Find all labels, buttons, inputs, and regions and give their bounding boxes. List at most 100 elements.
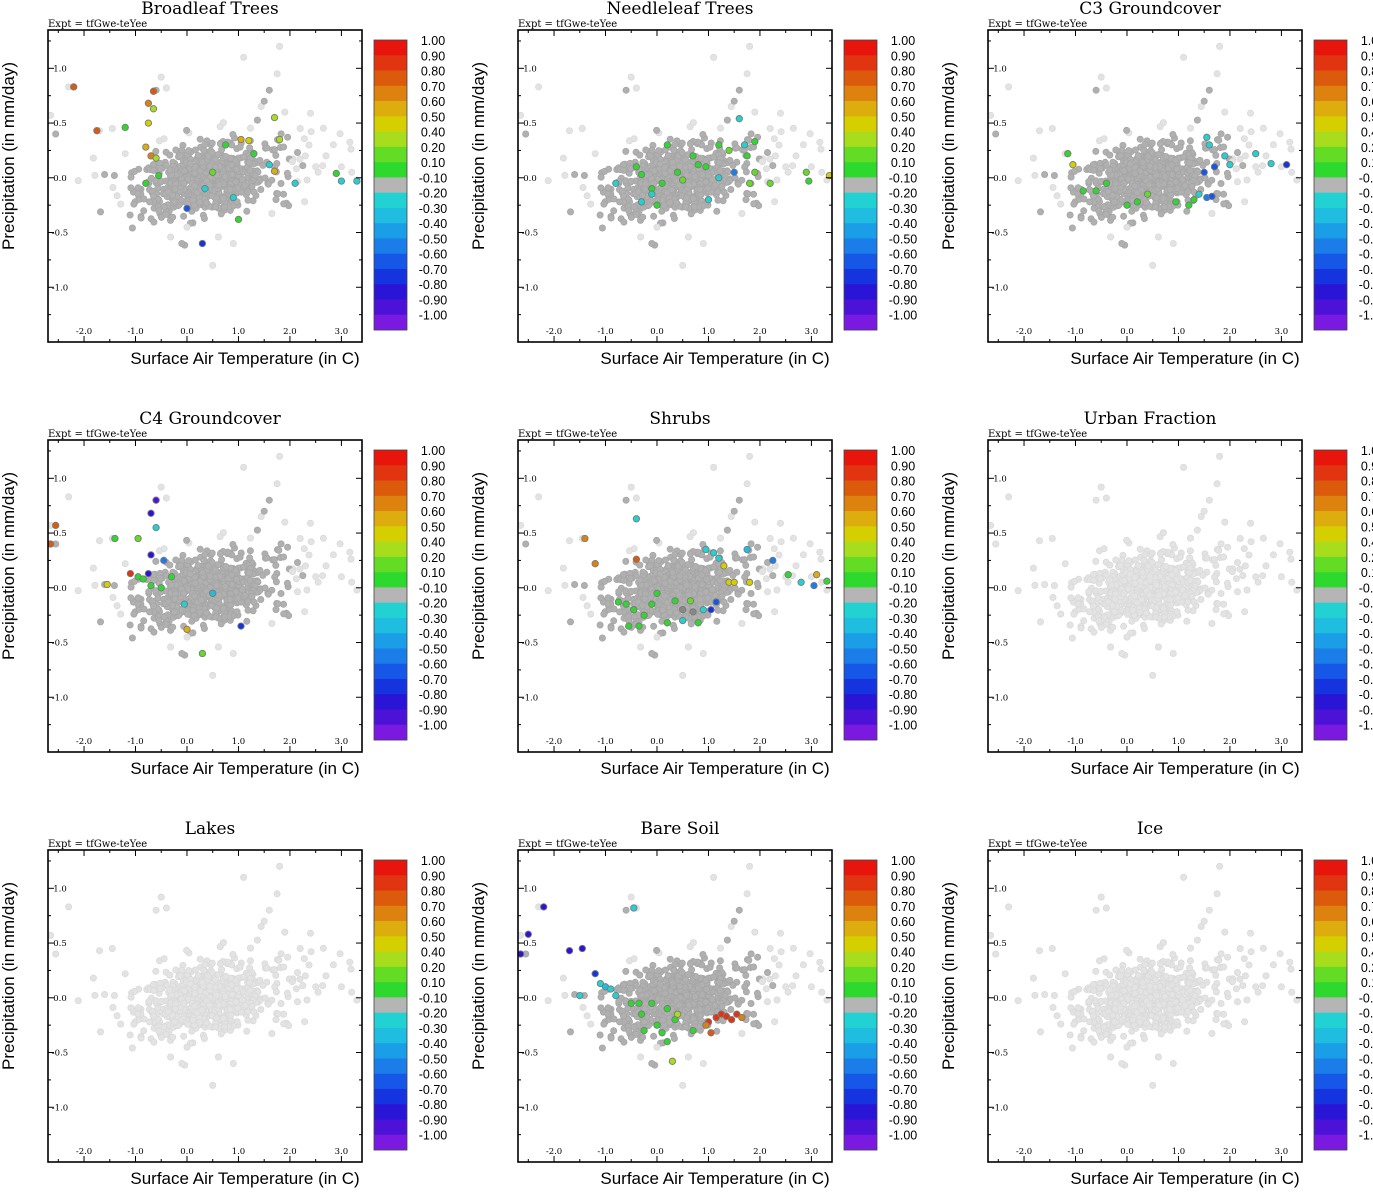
- data-point: [96, 537, 104, 545]
- x-axis-label: Surface Air Temperature (in C): [130, 349, 359, 368]
- colored-data-point: [632, 555, 641, 563]
- colorbar-swatch: [844, 526, 877, 542]
- data-point: [610, 195, 618, 203]
- data-point: [580, 171, 588, 179]
- data-point: [140, 207, 148, 215]
- colorbar-swatch: [374, 116, 407, 132]
- colorbar-swatch: [374, 284, 407, 300]
- colorbar-swatch: [374, 268, 407, 285]
- data-point: [74, 177, 82, 185]
- x-tick-label: 3.0: [1275, 327, 1289, 337]
- data-point: [273, 480, 281, 488]
- data-point: [544, 177, 552, 185]
- colorbar-label: 0.80: [421, 65, 445, 79]
- data-point: [723, 526, 731, 534]
- data-point: [687, 620, 695, 628]
- data-point: [162, 84, 170, 92]
- colorbar-label: 0.20: [421, 141, 445, 155]
- data-point: [206, 572, 214, 580]
- data-point: [636, 151, 644, 159]
- data-point: [1090, 218, 1098, 226]
- data-point: [642, 556, 650, 564]
- colored-data-point: [52, 521, 60, 530]
- colored-data-point: [144, 99, 153, 107]
- colored-data-point: [686, 597, 695, 605]
- data-point: [1204, 180, 1212, 188]
- colored-data-point: [679, 606, 687, 614]
- colorbar-label: -0.70: [419, 263, 448, 277]
- colored-data-point: [270, 113, 279, 122]
- data-point: [215, 591, 223, 599]
- plot-frame: [517, 29, 833, 343]
- data-point: [305, 141, 313, 149]
- data-point: [216, 550, 224, 558]
- data-point: [734, 180, 742, 188]
- data-point: [353, 586, 361, 594]
- data-point: [678, 148, 686, 156]
- data-point: [171, 185, 179, 193]
- data-point: [729, 571, 737, 579]
- data-point: [689, 119, 697, 127]
- colored-data-point: [291, 179, 299, 187]
- data-point: [101, 170, 109, 178]
- data-point: [200, 556, 208, 564]
- colorbar-label: -0.60: [1359, 248, 1373, 262]
- data-point: [1184, 188, 1192, 196]
- data-point: [248, 592, 256, 600]
- data-point: [169, 213, 177, 221]
- data-point: [233, 575, 241, 583]
- scatter-points: [48, 42, 361, 269]
- data-point: [730, 97, 738, 105]
- y-tick-label: 0.5: [993, 119, 1007, 129]
- data-point: [202, 199, 210, 207]
- colorbar-swatch: [844, 663, 877, 680]
- colorbar-swatch: [374, 526, 407, 542]
- colored-data-point: [630, 606, 638, 614]
- data-point: [1241, 198, 1249, 206]
- data-point: [622, 496, 630, 504]
- colorbar-swatch: [374, 572, 407, 588]
- colored-data-point: [1226, 161, 1234, 169]
- data-point: [156, 575, 164, 583]
- colorbar-swatch: [1314, 223, 1347, 239]
- colorbar-label: 0.40: [421, 126, 445, 140]
- y-tick-label: -0.5: [992, 229, 1008, 239]
- plot-frame: [517, 439, 833, 753]
- colored-data-point: [648, 600, 656, 608]
- colored-data-point: [797, 578, 805, 586]
- data-point: [1067, 184, 1075, 192]
- data-point: [699, 650, 707, 658]
- data-point: [127, 184, 135, 192]
- data-point: [131, 167, 139, 175]
- colorbar-frame: [373, 39, 408, 331]
- colorbar-swatch: [374, 633, 407, 649]
- data-point: [222, 152, 230, 160]
- data-point: [1259, 124, 1267, 132]
- data-point: [1142, 199, 1150, 207]
- data-point: [664, 562, 672, 570]
- x-tick-label: -1.0: [127, 327, 143, 337]
- data-point: [1120, 622, 1128, 630]
- data-point: [167, 233, 175, 241]
- data-point: [264, 590, 272, 598]
- data-point: [639, 601, 647, 609]
- data-point: [691, 583, 699, 591]
- data-point: [670, 556, 678, 564]
- colorbar-label: -0.50: [889, 642, 918, 656]
- colorbar-swatch: [844, 602, 877, 619]
- data-point: [270, 146, 278, 154]
- data-point: [661, 169, 669, 177]
- data-point: [762, 165, 770, 173]
- data-point: [561, 581, 569, 589]
- data-point: [685, 591, 693, 599]
- y-tick-label: -1.0: [522, 693, 538, 703]
- data-point: [1176, 143, 1184, 151]
- colorbar-label: -0.60: [889, 658, 918, 672]
- colored-data-point: [730, 578, 738, 586]
- data-point: [1125, 147, 1133, 155]
- y-axis-label: Precipitation (in mm/day): [469, 62, 488, 250]
- colored-data-point: [234, 215, 243, 224]
- colorbar-label: -0.20: [889, 187, 918, 201]
- data-point: [766, 535, 774, 543]
- data-point: [650, 167, 658, 175]
